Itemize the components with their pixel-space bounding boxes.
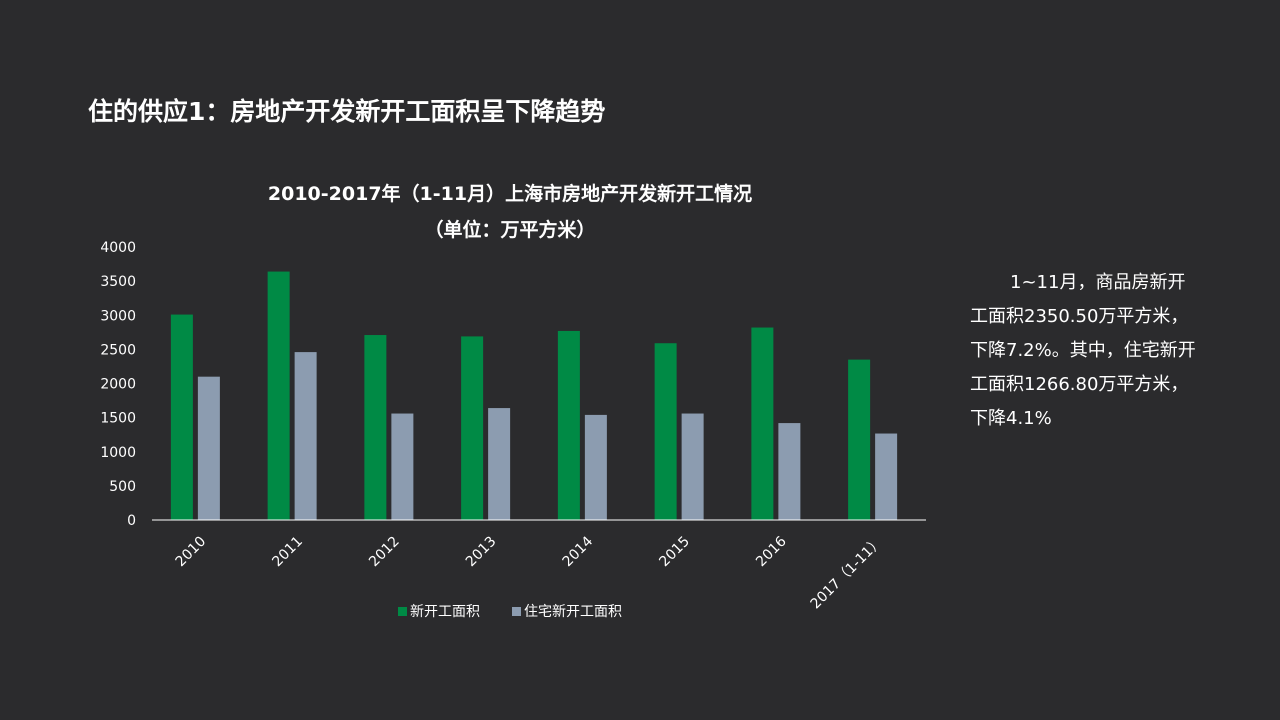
y-tick-label: 3500 <box>100 274 136 290</box>
y-tick-label: 1500 <box>100 411 136 427</box>
x-tick-label: 2012 <box>366 534 403 571</box>
bar-residential-start <box>875 433 898 520</box>
legend-label: 新开工面积 <box>410 604 480 620</box>
bar-residential-start <box>197 376 220 520</box>
note-line: 下降7.2%。其中，住宅新开 <box>970 340 1196 361</box>
bar-new-start <box>654 343 677 520</box>
bar-new-start <box>364 335 387 520</box>
x-tick-label: 2013 <box>463 534 500 571</box>
slide-title: 住的供应1：房地产开发新开工面积呈下降趋势 <box>88 97 606 126</box>
bar-residential-start <box>584 414 607 520</box>
note-line: 下降4.1% <box>970 408 1052 429</box>
y-tick-label: 1000 <box>100 445 136 461</box>
x-tick-label: 2015 <box>656 534 693 571</box>
y-tick-label: 0 <box>127 513 136 529</box>
y-tick-label: 3000 <box>100 308 136 324</box>
legend-label: 住宅新开工面积 <box>524 604 622 620</box>
bar-residential-start <box>778 423 801 520</box>
legend-swatch <box>512 607 521 616</box>
bar-residential-start <box>391 413 414 520</box>
bar-new-start <box>751 327 774 520</box>
y-tick-label: 500 <box>109 479 136 495</box>
note-line: 1~11月，商品房新开 <box>1010 272 1186 293</box>
bar-new-start <box>461 336 484 520</box>
bar-new-start <box>267 271 290 520</box>
legend-swatch <box>398 607 407 616</box>
y-tick-label: 4000 <box>100 240 136 256</box>
bar-new-start <box>557 330 580 520</box>
chart-subtitle: （单位：万平方米） <box>424 219 596 241</box>
y-tick-label: 2500 <box>100 342 136 358</box>
x-tick-label: 2017（1-11） <box>808 534 887 613</box>
bar-new-start <box>170 314 193 520</box>
x-tick-label: 2010 <box>173 534 210 571</box>
chart-title: 2010-2017年（1-11月）上海市房地产开发新开工情况 <box>267 183 753 205</box>
bar-residential-start <box>294 352 317 520</box>
y-tick-label: 2000 <box>100 377 136 393</box>
x-tick-label: 2016 <box>753 533 790 570</box>
x-tick-label: 2011 <box>269 534 306 571</box>
bar-residential-start <box>681 413 704 520</box>
note-line: 工面积1266.80万平方米， <box>970 374 1189 395</box>
note-line: 工面积2350.50万平方米， <box>970 306 1189 327</box>
bar-residential-start <box>488 408 511 520</box>
x-tick-label: 2014 <box>560 533 597 570</box>
summary-note: 1~11月，商品房新开 工面积2350.50万平方米， 下降7.2%。其中，住宅… <box>970 266 1220 436</box>
bar-new-start <box>848 359 871 520</box>
